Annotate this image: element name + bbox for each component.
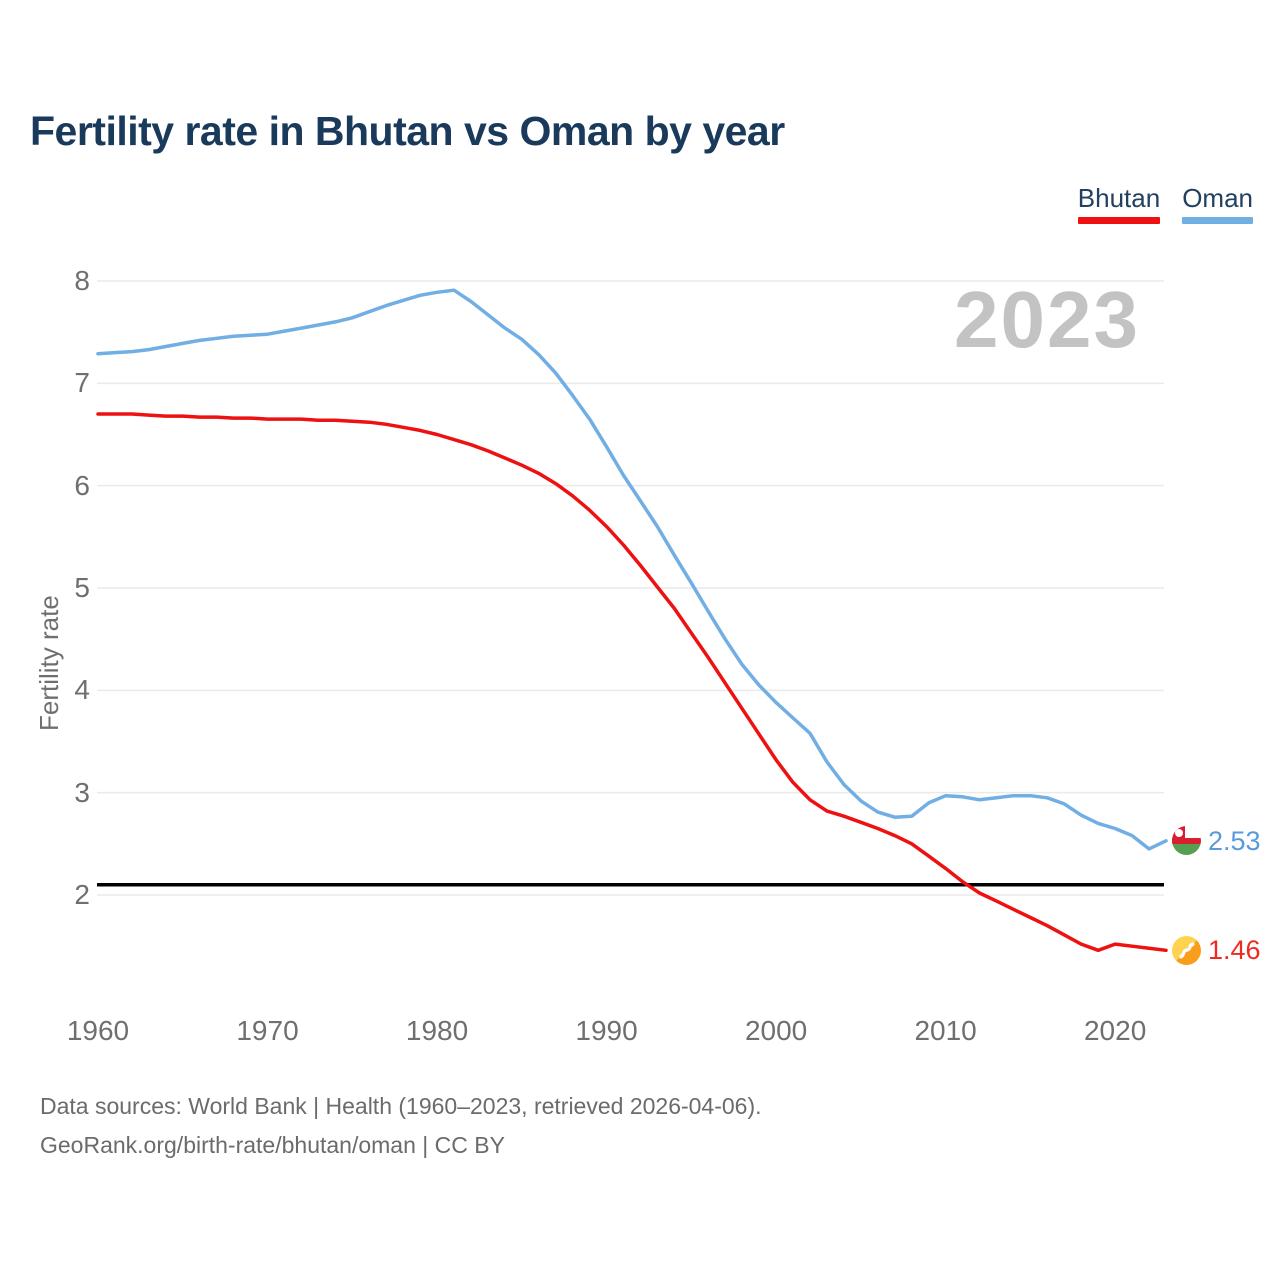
year-watermark: 2023 <box>954 275 1140 364</box>
source-line-1: Data sources: World Bank | Health (1960–… <box>40 1093 762 1119</box>
x-tick-label: 2010 <box>914 1015 977 1046</box>
y-tick-label: 3 <box>74 776 90 808</box>
bhutan-end-value: 1.46 <box>1208 935 1261 966</box>
y-tick-label: 7 <box>74 367 90 399</box>
x-tick-label: 1980 <box>405 1015 469 1046</box>
oman-flag-icon <box>1172 826 1201 856</box>
bhutan-line[interactable] <box>96 412 1168 953</box>
chart-title: Fertility rate in Bhutan vs Oman by year <box>30 108 785 154</box>
oman-end-value: 2.53 <box>1208 825 1261 856</box>
source-attribution: Data sources: World Bank | Health (1960–… <box>40 1087 762 1165</box>
legend-label-bhutan: Bhutan <box>1077 183 1161 213</box>
x-tick-label: 1990 <box>575 1015 638 1046</box>
legend-underline-oman <box>1182 217 1253 224</box>
y-tick-label: 4 <box>74 674 90 706</box>
y-tick-label: 2 <box>74 879 90 910</box>
x-tick-label: 2020 <box>1083 1015 1147 1046</box>
x-tick-label: 1960 <box>66 1015 130 1046</box>
y-tick-label: 8 <box>74 265 90 296</box>
legend-label-oman: Oman <box>1182 183 1253 213</box>
legend-item-bhutan[interactable]: Bhutan <box>1077 183 1161 224</box>
legend-item-oman[interactable]: Oman <box>1182 183 1253 224</box>
oman-line[interactable] <box>96 288 1168 851</box>
source-line-2: GeoRank.org/birth-rate/bhutan/oman | CC … <box>40 1132 505 1158</box>
bhutan-flag-icon <box>1172 935 1201 965</box>
y-tick-label: 6 <box>74 469 90 501</box>
dragon-glyph <box>1179 942 1195 959</box>
legend-underline-bhutan <box>1077 217 1161 224</box>
legend: Bhutan Oman <box>1077 183 1253 224</box>
y-tick-label: 5 <box>74 572 90 603</box>
x-tick-label: 1970 <box>236 1015 299 1046</box>
x-tick-label: 2000 <box>744 1015 808 1046</box>
